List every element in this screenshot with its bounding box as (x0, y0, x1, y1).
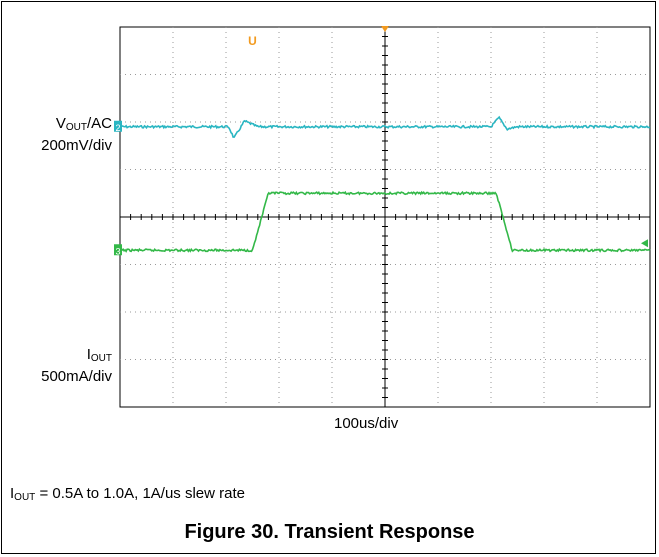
trigger-marker: U (248, 34, 257, 48)
timebase-label: 100us/div (334, 415, 399, 432)
test-condition-caption: IOUT = 0.5A to 1.0A, 1A/us slew rate (10, 485, 245, 503)
channel-marker-3 (114, 244, 122, 256)
series-line-2 (119, 115, 651, 138)
series-line-3 (119, 190, 651, 253)
figure-title: Figure 30. Transient Response (184, 521, 475, 543)
iout-label: IOUT 500mA/div (41, 346, 112, 385)
level-arrow (641, 239, 648, 248)
channel-marker-2 (114, 120, 122, 132)
vout-label: VOUT/AC 200mV/div (41, 115, 112, 154)
channel-marker-text: 2 (115, 123, 120, 133)
trigger-position-marker (381, 26, 389, 32)
channel-marker-text: 3 (115, 246, 120, 256)
